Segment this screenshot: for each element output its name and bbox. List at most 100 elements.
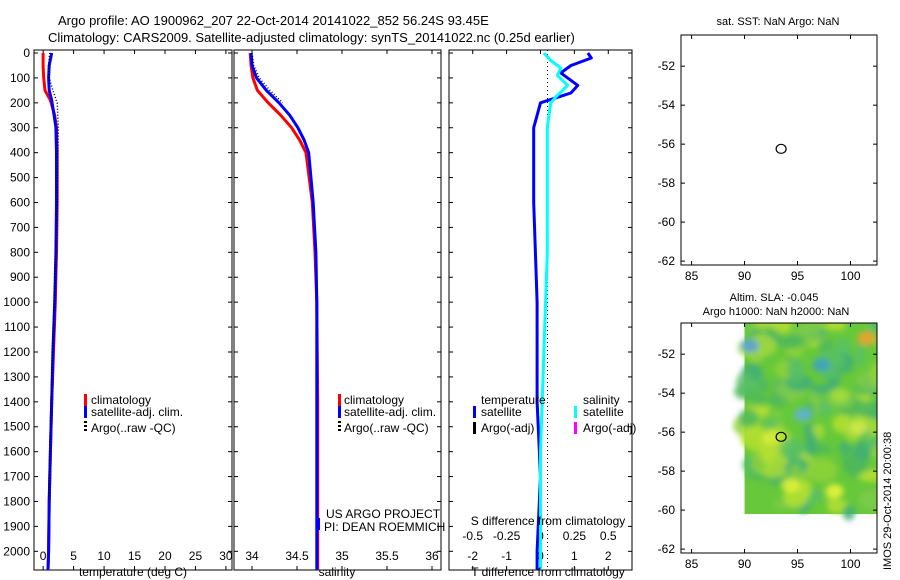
project-annotation: US ARGO PROJECT bbox=[326, 507, 441, 521]
legend-label-climatology: climatology bbox=[344, 393, 404, 407]
t-difference-label: T difference from climatology bbox=[471, 565, 625, 579]
sst-map-axes: 85 90 95 100 -52 -54 -56 -58 -60 -62 bbox=[658, 35, 877, 283]
sst-map-panel: sat. SST: NaN Argo: NaN 85 90 95 100 -52 -54 -… bbox=[658, 16, 878, 283]
x-tick-label: 34 bbox=[245, 549, 259, 563]
map-y-tick-label: -54 bbox=[658, 98, 676, 112]
argo-float-marker bbox=[775, 431, 787, 442]
sla-field-patch bbox=[780, 437, 803, 460]
x-tick-label: 20 bbox=[158, 549, 172, 563]
legend-swatch-s-argo bbox=[574, 422, 577, 434]
depth-axis: 0 100 200 300 400 500 600 700 800 900 1000 1100 1200… bbox=[3, 46, 232, 558]
salinity-xlabel: salinity bbox=[319, 565, 356, 579]
series-line-argo-raw-qc- bbox=[47, 52, 60, 502]
sla-field-patch bbox=[772, 323, 793, 334]
sla-map-subtitle: Argo h1000: NaN h2000: NaN bbox=[703, 306, 850, 318]
temperature-panel: 0100200300400500600700800900100011001200… bbox=[3, 46, 233, 579]
temperature-lines bbox=[41, 52, 60, 570]
depth-tick-label: 600 bbox=[10, 195, 30, 209]
sla-field-patch bbox=[777, 337, 803, 349]
map-y-tick-label: -54 bbox=[658, 386, 676, 400]
depth-tick-label: 400 bbox=[10, 146, 30, 160]
map-x-tick-label: 90 bbox=[738, 557, 752, 571]
x-tick-label: 25 bbox=[189, 549, 203, 563]
sla-field-patch bbox=[738, 408, 759, 427]
salinity-panel: 34 34.5 35 35.5 36 salinity climatology sate… bbox=[233, 49, 445, 579]
x-tick-label: 35.5 bbox=[375, 549, 399, 563]
x-tick-label: 15 bbox=[128, 549, 142, 563]
x2-tick-label: -0.5 bbox=[462, 529, 483, 543]
depth-tick-label: 500 bbox=[10, 171, 30, 185]
sla-map-title: Altim. SLA: -0.045 bbox=[730, 292, 819, 304]
difference-legend: temperature salinity satellite Argo(-adj… bbox=[473, 393, 636, 435]
depth-tick-label: 900 bbox=[10, 270, 30, 284]
depth-tick-label: 1900 bbox=[3, 519, 30, 533]
sla-field-patch bbox=[820, 369, 839, 379]
map-y-tick-label: -58 bbox=[658, 176, 676, 190]
sla-field-patch bbox=[842, 456, 868, 476]
map-y-tick-label: -58 bbox=[658, 464, 676, 478]
legend-label-climatology: climatology bbox=[91, 393, 151, 407]
depth-tick-label: 100 bbox=[10, 71, 30, 85]
depth-tick-label: 1600 bbox=[3, 445, 30, 459]
difference-lines bbox=[532, 51, 593, 570]
sla-field-patch bbox=[781, 478, 800, 493]
depth-tick-label: 300 bbox=[10, 121, 30, 135]
sla-field-patch bbox=[826, 323, 837, 331]
sla-field-patch bbox=[793, 407, 812, 422]
series-line-temperature-satellite bbox=[532, 52, 593, 570]
temperature-xlabel: temperature (deg C) bbox=[79, 565, 187, 579]
legend-label-t-satellite: satellite bbox=[481, 405, 522, 419]
x-tick-label: 35 bbox=[335, 549, 349, 563]
sla-field-patch bbox=[804, 431, 818, 457]
depth-tick-label: 2000 bbox=[3, 544, 30, 558]
sst-map-frame bbox=[680, 34, 878, 266]
x2-tick-label: -0.25 bbox=[493, 529, 521, 543]
x-tick-label: 30 bbox=[219, 549, 233, 563]
x-tick-label: -2 bbox=[467, 549, 478, 563]
sla-field-patch bbox=[740, 425, 770, 451]
x-tick-label: 36 bbox=[425, 549, 439, 563]
sla-field bbox=[733, 323, 877, 521]
legend-swatch-s-satellite bbox=[574, 406, 577, 418]
sla-field-patch bbox=[855, 343, 866, 367]
sla-field-patch bbox=[740, 338, 759, 353]
depth-tick-label: 1300 bbox=[3, 370, 30, 384]
map-x-tick-label: 95 bbox=[791, 557, 805, 571]
salinity-axes-frame bbox=[233, 49, 442, 571]
sla-field-patch bbox=[787, 358, 805, 383]
s-difference-label: S difference from climatology bbox=[471, 514, 626, 528]
series-line-salinity-satellite bbox=[539, 51, 570, 570]
temperature-legend: climatology satellite-adj. clim. Argo(..… bbox=[84, 393, 183, 435]
legend-label-argo: Argo(..raw -QC) bbox=[344, 421, 429, 435]
legend-swatch-t-argo bbox=[473, 422, 476, 434]
map-y-tick-label: -60 bbox=[658, 503, 676, 517]
sla-field-patch bbox=[762, 430, 781, 445]
sla-field-patch bbox=[830, 388, 849, 403]
sla-field-blobs bbox=[733, 323, 877, 521]
depth-tick-label: 200 bbox=[10, 96, 30, 110]
sla-field-patch bbox=[825, 484, 844, 499]
legend-label-s-argo: Argo(-adj) bbox=[583, 421, 636, 435]
x-tick-label: -1 bbox=[501, 549, 512, 563]
sla-field-patch bbox=[869, 362, 877, 385]
x2-tick-label: 0.5 bbox=[600, 529, 617, 543]
map-y-tick-label: -56 bbox=[658, 425, 676, 439]
map-y-tick-label: -62 bbox=[658, 542, 676, 556]
sla-field-patch bbox=[849, 421, 868, 436]
sla-field-patch bbox=[798, 323, 822, 339]
sla-field-patch bbox=[842, 504, 856, 521]
legend-label-t-argo: Argo(-adj) bbox=[481, 421, 534, 435]
legend-swatch-t-satellite bbox=[473, 406, 476, 418]
sla-field-patch bbox=[761, 466, 787, 478]
figure-title-line1: Argo profile: AO 1900962_207 22-Oct-2014… bbox=[58, 13, 489, 28]
pi-marker bbox=[317, 518, 320, 530]
depth-tick-label: 1100 bbox=[4, 320, 30, 334]
map-y-tick-label: -56 bbox=[658, 137, 676, 151]
sla-map-frame bbox=[680, 322, 878, 554]
x-tick-label: 0 bbox=[40, 549, 47, 563]
x-tick-label: 10 bbox=[97, 549, 111, 563]
x2-tick-label: 0.25 bbox=[563, 529, 587, 543]
salinity-lines bbox=[248, 52, 320, 570]
difference-x2-axis: -0.5 -0.25 0 0.25 0.5 bbox=[462, 529, 617, 543]
